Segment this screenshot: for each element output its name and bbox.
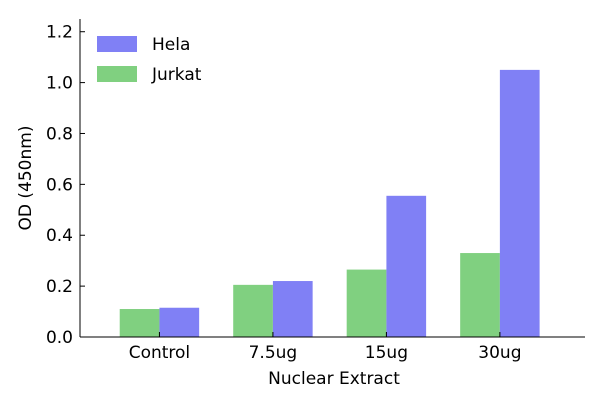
y-axis-title: OD (450nm) [16,126,36,231]
y-tick-label: 0.8 [46,124,73,144]
bar-hela [159,307,200,337]
bars-group [119,69,540,337]
bar-jurkat [119,309,160,337]
bar-hela [272,281,313,337]
bar-jurkat [460,253,500,337]
x-axis-ticks: Control 7.5ug 15ug 30ug [129,332,521,363]
bar-hela [499,69,540,337]
x-tick-label: 30ug [478,343,521,363]
legend-swatch-hela [97,36,137,52]
legend-swatch-jurkat [97,66,137,82]
bar-jurkat [233,284,273,337]
bar-hela [386,195,427,337]
x-tick-label: 15ug [365,343,408,363]
legend: Hela Jurkat [97,35,202,85]
legend-label-jurkat: Jurkat [151,65,202,85]
bar-jurkat [346,269,387,337]
y-axis-ticks: 0.0 0.2 0.4 0.6 0.8 1.0 1.2 [46,23,85,348]
y-tick-label: 0.0 [46,328,73,348]
x-tick-label: Control [129,343,190,363]
x-axis-title: Nuclear Extract [268,369,400,389]
x-tick-label: 7.5ug [249,343,298,363]
y-tick-label: 1.0 [46,74,73,94]
y-tick-label: 0.2 [46,277,73,297]
y-tick-label: 0.6 [46,175,73,195]
y-tick-label: 0.4 [46,226,73,246]
legend-label-hela: Hela [152,35,190,55]
y-tick-label: 1.2 [46,23,73,43]
